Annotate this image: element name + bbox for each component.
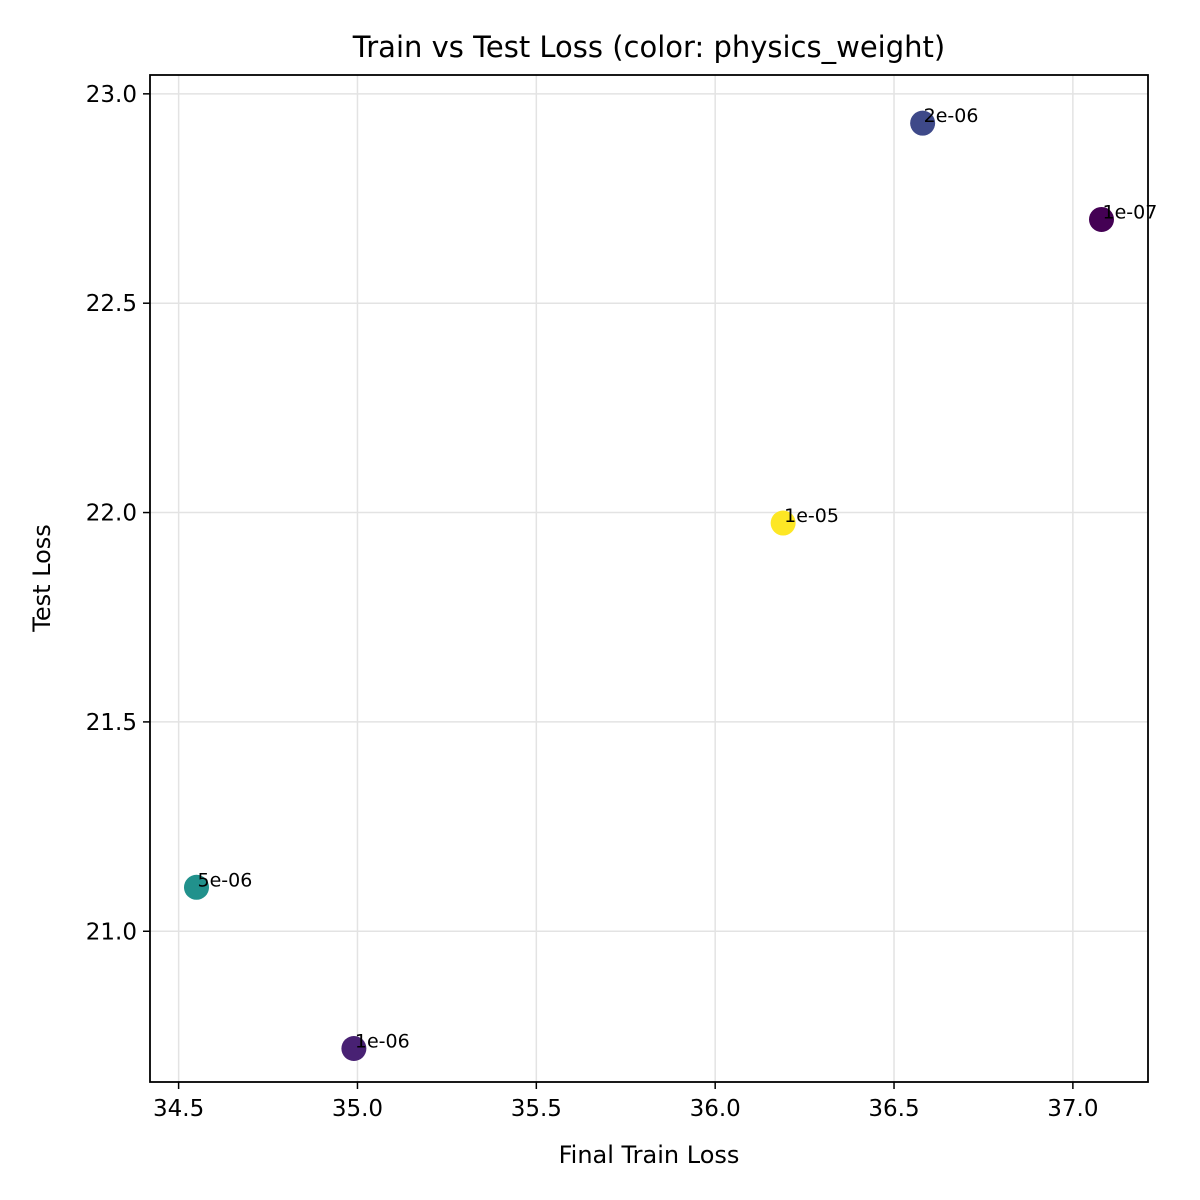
point-label: 1e-06 — [355, 1031, 410, 1053]
x-tick-label: 35.0 — [332, 1096, 383, 1122]
plot-frame — [149, 74, 1149, 1083]
scatter-point — [341, 1036, 367, 1062]
grid-layer — [150, 75, 1148, 1082]
point-label: 1e-07 — [1102, 201, 1157, 223]
scatter-point — [770, 510, 796, 536]
scatter-point — [184, 874, 210, 900]
y-tick-label: 21.0 — [86, 919, 137, 945]
x-tick-label: 37.0 — [1047, 1096, 1098, 1122]
point-label: 2e-06 — [924, 105, 979, 127]
x-tick-label: 36.5 — [868, 1096, 919, 1122]
scatter-point — [910, 110, 936, 136]
x-tick-label: 36.0 — [690, 1096, 741, 1122]
x-tick-label: 34.5 — [153, 1096, 204, 1122]
tick-layer: 34.5 35.0 35.5 36.0 36.5 37.0 21.0 21.5 22.0 22.5… — [86, 82, 1099, 1122]
y-axis-label: Test Loss — [28, 524, 56, 633]
point-layer: 2e-06 1e-07 1e-05 5e-06 1e-06 — [184, 105, 1157, 1062]
y-tick-label: 22.5 — [86, 291, 137, 317]
y-tick-label: 23.0 — [86, 82, 137, 108]
chart-title: Train vs Test Loss (color: physics_weigh… — [352, 30, 945, 64]
x-tick-label: 35.5 — [511, 1096, 562, 1122]
point-label: 1e-05 — [784, 505, 839, 527]
y-tick-label: 22.0 — [86, 501, 137, 527]
x-axis-label: Final Train Loss — [559, 1141, 740, 1169]
point-label: 5e-06 — [198, 869, 253, 891]
scatter-point — [1088, 206, 1114, 232]
y-tick-label: 21.5 — [86, 710, 137, 736]
